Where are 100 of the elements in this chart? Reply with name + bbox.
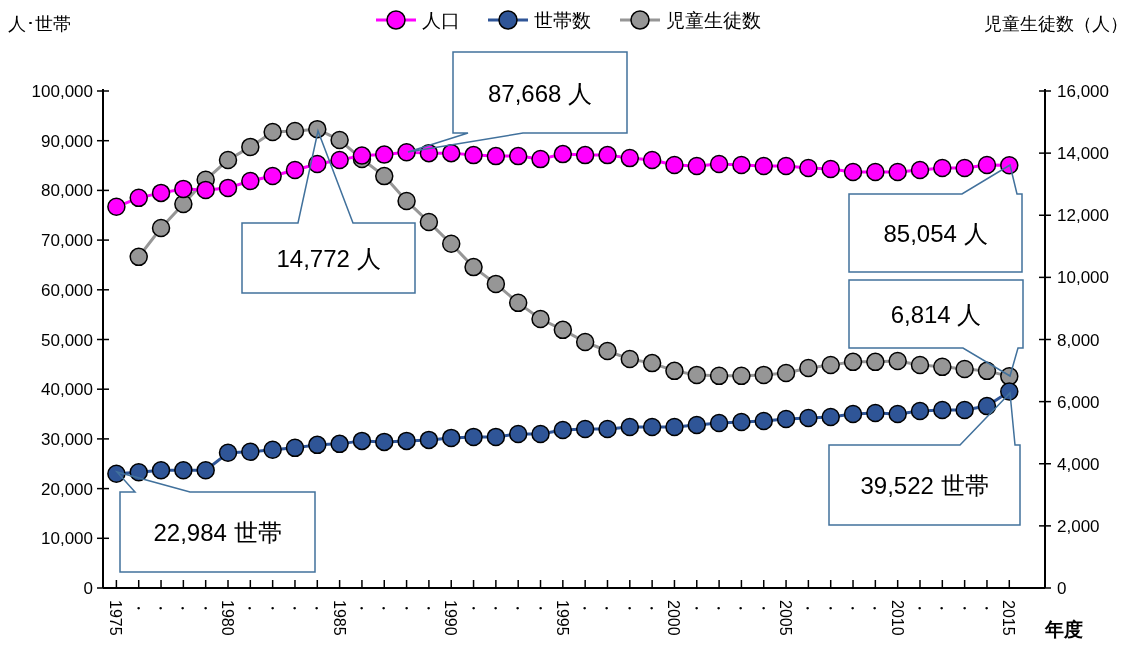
annotation: 39,522 世帯 <box>860 472 989 499</box>
y2-tick-label: 4,000 <box>1057 454 1100 474</box>
x-tick-label: ・ <box>397 600 415 616</box>
point <box>866 352 885 372</box>
y2-tick-label: 12,000 <box>1057 206 1109 226</box>
point <box>441 428 461 448</box>
point <box>620 148 640 168</box>
point <box>508 146 528 166</box>
y2-tick-label: 0 <box>1057 579 1067 598</box>
point <box>508 293 528 313</box>
y2-tick-label: 14,000 <box>1057 144 1109 164</box>
point <box>129 462 148 482</box>
point <box>330 434 349 454</box>
point <box>687 415 707 435</box>
point <box>776 156 796 176</box>
point <box>218 443 238 463</box>
point <box>174 460 193 480</box>
y-tick-label: 90,000 <box>41 131 93 151</box>
y2-axis-title: 児童生徒数（人） <box>984 14 1128 34</box>
point <box>196 180 215 200</box>
point <box>799 408 818 428</box>
point <box>285 438 305 458</box>
point <box>598 419 617 439</box>
point <box>799 158 818 178</box>
x-tick-label: ・ <box>419 600 437 616</box>
callout: 85,054 人 <box>848 163 1023 273</box>
x-tick-label: ・ <box>821 600 839 616</box>
x-tick-label: ・ <box>598 600 616 616</box>
point <box>732 366 751 386</box>
x-tick-label: ・ <box>241 600 259 616</box>
point <box>397 143 416 162</box>
x-tick-label: ・ <box>576 600 594 616</box>
point <box>486 427 506 447</box>
point <box>285 160 305 180</box>
point <box>732 412 751 432</box>
x-tick-label: ・ <box>977 600 995 616</box>
x-tick-label: ・ <box>866 600 884 616</box>
y2-tick-label: 2,000 <box>1057 516 1100 536</box>
point <box>218 178 238 198</box>
point <box>553 420 573 440</box>
point <box>486 146 506 166</box>
point <box>642 417 662 437</box>
point <box>776 363 796 383</box>
x-tick-label: ・ <box>375 600 393 616</box>
point <box>553 320 573 340</box>
point <box>665 361 684 381</box>
x-tick-label: ・ <box>174 600 192 616</box>
legend-label: 児童生徒数 <box>666 10 761 31</box>
point <box>531 149 550 169</box>
point <box>665 417 684 437</box>
point <box>107 197 126 217</box>
x-tick-label: 1980 <box>219 600 236 636</box>
y2-tick-label: 16,000 <box>1057 82 1109 101</box>
point <box>977 155 997 175</box>
x-tick-label: ・ <box>509 600 527 616</box>
point <box>263 122 282 142</box>
x-tick-label: ・ <box>911 600 928 616</box>
point <box>196 460 215 480</box>
point <box>754 411 773 431</box>
x-tick-label: ・ <box>285 600 303 616</box>
point <box>888 162 907 182</box>
callout: 6,814 人 <box>848 279 1024 378</box>
point <box>910 355 930 375</box>
point <box>955 359 974 379</box>
point <box>821 407 840 427</box>
x-tick-label: ・ <box>620 600 638 616</box>
y-tick-label: 40,000 <box>41 380 93 400</box>
point <box>598 341 617 361</box>
x-axis-title: 年度 <box>1044 619 1083 640</box>
point <box>933 400 952 420</box>
point <box>709 366 729 386</box>
x-tick-label: ・ <box>129 600 147 616</box>
point <box>464 257 483 277</box>
point <box>754 365 773 385</box>
point <box>419 430 439 450</box>
point <box>910 160 930 180</box>
point <box>330 150 349 170</box>
x-tick-label: ・ <box>352 600 370 616</box>
y-tick-label: 50,000 <box>41 330 93 350</box>
point <box>843 162 863 182</box>
legend-label: 世帯数 <box>534 10 591 31</box>
x-tick-label: 2015 <box>1000 600 1018 636</box>
y-tick-label: 80,000 <box>41 181 93 201</box>
point <box>553 144 573 164</box>
x-tick-label: 2010 <box>888 600 906 636</box>
point <box>419 212 439 232</box>
x-tick-label: ・ <box>486 600 504 616</box>
x-tick-label: 1985 <box>330 600 348 636</box>
point <box>732 155 751 175</box>
annotation: 87,668 人 <box>487 79 593 107</box>
point <box>151 460 171 480</box>
point <box>888 404 907 424</box>
x-tick-label: ・ <box>643 600 661 616</box>
point <box>308 119 327 139</box>
point <box>687 365 707 385</box>
point <box>174 179 193 199</box>
x-tick-label: ・ <box>464 600 482 616</box>
point <box>285 121 305 141</box>
x-tick-label: 2005 <box>777 600 795 636</box>
point <box>241 171 260 191</box>
